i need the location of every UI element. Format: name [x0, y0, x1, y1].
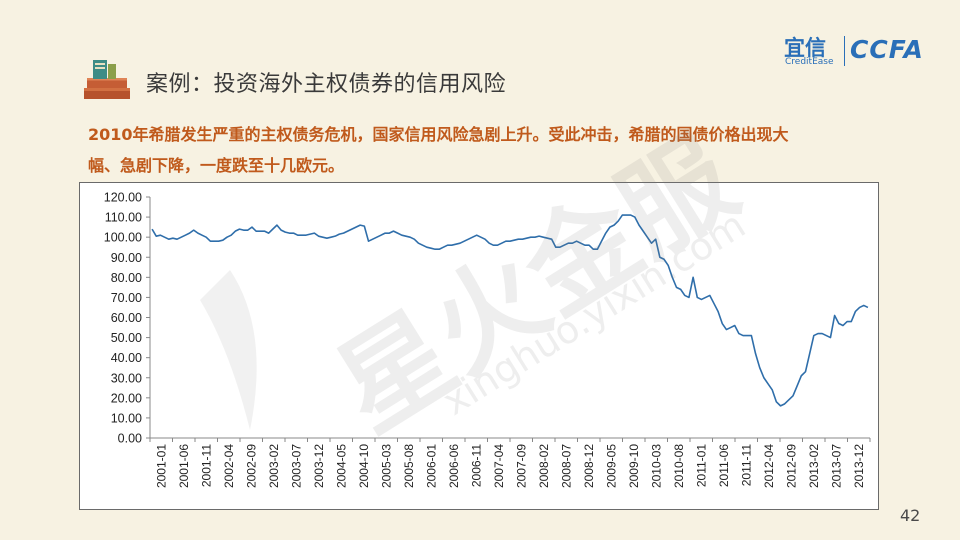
x-tick-label: 2012-09: [784, 444, 798, 488]
y-tick-label: 100.00: [104, 231, 142, 245]
x-tick-label: 2001-01: [154, 444, 168, 488]
logo-brand: CCFA: [850, 35, 924, 64]
x-tick-label: 2009-10: [627, 444, 641, 488]
x-tick-label: 2013-12: [852, 444, 866, 488]
x-tick-label: 2002-04: [222, 444, 236, 488]
y-tick-label: 20.00: [111, 391, 142, 405]
y-tick-label: 120.00: [104, 191, 142, 205]
x-tick-label: 2001-11: [199, 444, 213, 487]
x-tick-label: 2008-12: [582, 444, 596, 488]
y-tick-label: 50.00: [111, 331, 142, 345]
x-tick-label: 2011-01: [694, 444, 708, 487]
books-icon: [84, 60, 130, 99]
x-tick-label: 2007-04: [492, 444, 506, 488]
series-line: [151, 214, 869, 407]
y-tick-label: 30.00: [111, 371, 142, 385]
x-tick-label: 2012-04: [762, 444, 776, 488]
x-tick-label: 2013-07: [829, 444, 843, 488]
line-chart: 0.00 10.00 20.00 30.00 40.00 50.00 60.00 70.00 8…: [79, 182, 879, 510]
x-tick-label: 2011-11: [739, 444, 753, 487]
subtitle-line-2: 幅、急剧下降，一度跌至十几欧元。: [88, 156, 345, 175]
x-tick-label: 2013-02: [807, 444, 821, 488]
slide-title: 案例：投资海外主权债券的信用风险: [146, 72, 507, 97]
y-tick-label: 40.00: [111, 351, 142, 365]
y-tick-label: 60.00: [111, 311, 142, 325]
x-tick-label: 2007-09: [514, 444, 528, 488]
x-tick-label: 2003-12: [312, 444, 326, 488]
x-tick-label: 2002-09: [244, 444, 258, 488]
logo-text-en: CreditEase: [785, 57, 834, 67]
logo-text-cn: 宜信: [784, 36, 826, 60]
subtitle: 2010年希腊发生严重的主权债务危机，国家信用风险急剧上升。受此冲击，希腊的国债…: [88, 119, 888, 181]
x-tick-label: 2004-05: [334, 444, 348, 488]
x-tick-label: 2005-03: [379, 444, 393, 488]
line-chart-svg: 0.00 10.00 20.00 30.00 40.00 50.00 60.00 70.00 8…: [104, 191, 871, 488]
y-tick-label: 70.00: [111, 291, 142, 305]
y-tick-label: 0.00: [118, 432, 142, 446]
subtitle-line-1: 2010年希腊发生严重的主权债务危机，国家信用风险急剧上升。受此冲击，希腊的国债…: [88, 125, 789, 144]
x-tick-label: 2001-06: [177, 444, 191, 488]
x-tick-label: 2010-08: [672, 444, 686, 488]
page-number: 42: [900, 506, 921, 525]
company-logo: 宜信 CreditEase CCFA: [784, 32, 934, 68]
logo-separator: [844, 36, 845, 66]
x-tick-label: 2004-10: [357, 444, 371, 488]
x-tick-label: 2005-08: [402, 444, 416, 488]
x-tick-label: 2006-01: [424, 444, 438, 488]
y-tick-label: 110.00: [105, 211, 142, 225]
x-tick-label: 2003-07: [289, 444, 303, 488]
x-tick-label: 2003-02: [267, 444, 281, 488]
x-tick-label: 2008-02: [537, 444, 551, 488]
x-tick-label: 2010-03: [649, 444, 663, 488]
x-tick-label: 2006-06: [447, 444, 461, 488]
y-tick-label: 90.00: [111, 251, 142, 265]
y-tick-label: 10.00: [111, 411, 142, 425]
x-tick-label: 2011-06: [717, 444, 731, 487]
y-tick-label: 80.00: [111, 271, 142, 285]
x-tick-label: 2009-05: [604, 444, 618, 488]
x-tick-label: 2008-07: [559, 444, 573, 488]
x-tick-label: 2006-11: [469, 444, 483, 487]
